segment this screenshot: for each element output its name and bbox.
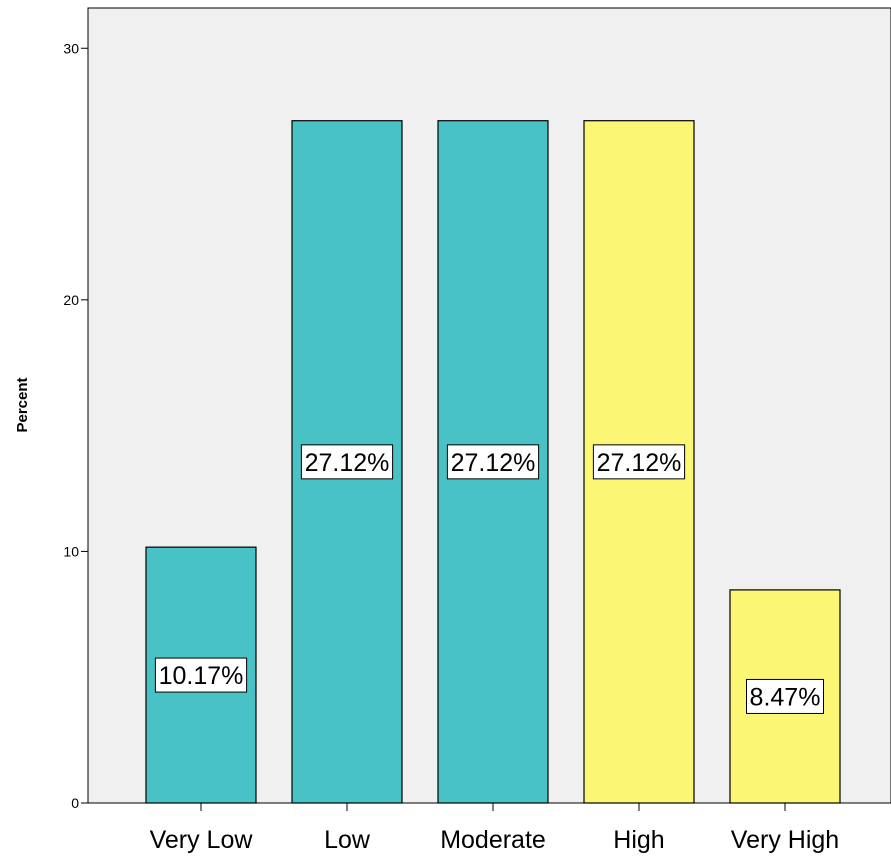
data-label: 8.47% (750, 683, 821, 711)
data-label-box (746, 678, 824, 714)
data-label-box (592, 444, 686, 480)
y-tick-label: 10 (63, 543, 79, 559)
y-tick-label: 20 (63, 292, 79, 308)
data-label: 27.12% (597, 449, 682, 477)
data-label-box (300, 444, 394, 480)
x-tick-label: Very Low (150, 826, 254, 854)
x-tick-label: High (613, 826, 664, 854)
x-axis: Very Low Low Moderate High Very High (150, 803, 839, 854)
y-axis: 0 10 20 30 (63, 40, 88, 811)
data-label: 27.12% (451, 449, 536, 477)
x-tick-label: Moderate (440, 826, 546, 854)
bars: 10.17% 27.12% 27.12% 27.12% 8.47% (145, 120, 841, 804)
x-tick-label: Very High (731, 826, 839, 854)
y-tick-label: 0 (71, 795, 79, 811)
data-label: 10.17% (159, 662, 244, 690)
data-label-box (154, 657, 248, 693)
x-tick-label: Low (324, 826, 371, 854)
data-label: 27.12% (305, 449, 390, 477)
y-tick-label: 30 (63, 40, 79, 56)
data-label-box (446, 444, 540, 480)
y-axis-label: Percent (14, 377, 31, 432)
